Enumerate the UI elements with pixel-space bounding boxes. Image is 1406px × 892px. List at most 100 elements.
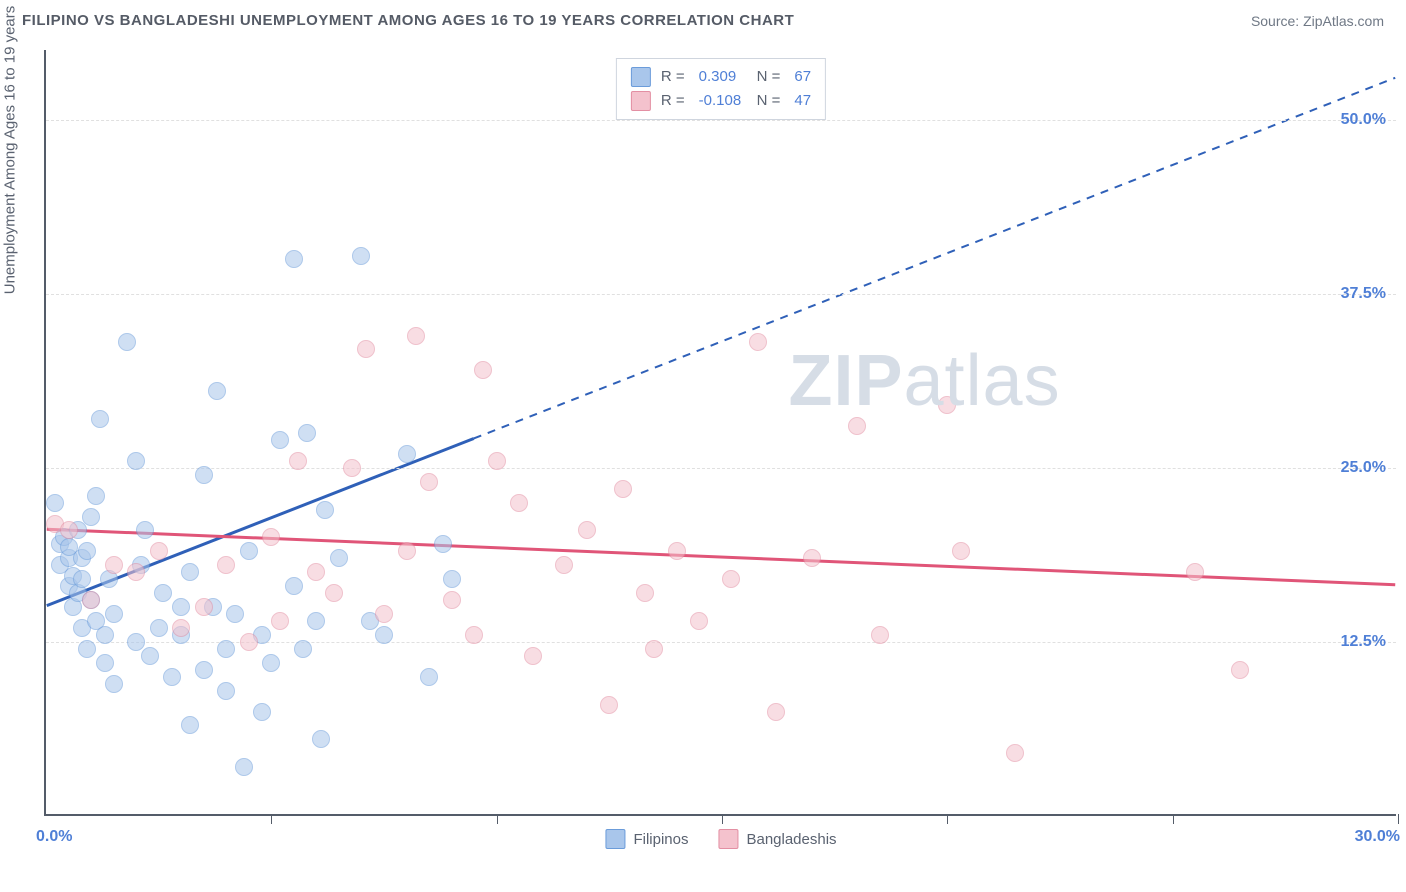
swatch-bangladeshis	[631, 91, 651, 111]
trend-lines	[46, 50, 1396, 814]
source-label: Source: ZipAtlas.com	[1251, 13, 1384, 29]
y-tick-label: 12.5%	[1341, 633, 1386, 651]
scatter-point	[443, 570, 461, 588]
trend-line-dashed	[474, 78, 1395, 439]
scatter-point	[357, 340, 375, 358]
scatter-point	[127, 452, 145, 470]
scatter-point	[285, 250, 303, 268]
scatter-point	[289, 452, 307, 470]
r-label: R =	[661, 89, 685, 113]
scatter-point	[105, 605, 123, 623]
scatter-point	[325, 584, 343, 602]
scatter-point	[645, 640, 663, 658]
scatter-point	[181, 716, 199, 734]
scatter-point	[240, 633, 258, 651]
scatter-point	[555, 556, 573, 574]
y-tick-label: 37.5%	[1341, 285, 1386, 303]
x-tick	[722, 814, 723, 824]
scatter-point	[91, 410, 109, 428]
scatter-point	[195, 661, 213, 679]
scatter-point	[96, 626, 114, 644]
r-label: R =	[661, 65, 685, 89]
scatter-point	[195, 598, 213, 616]
y-tick-label: 50.0%	[1341, 111, 1386, 129]
y-axis-title: Unemployment Among Ages 16 to 19 years	[2, 6, 19, 295]
scatter-point	[524, 647, 542, 665]
scatter-point	[510, 494, 528, 512]
scatter-point	[195, 466, 213, 484]
scatter-point	[668, 542, 686, 560]
scatter-point	[46, 494, 64, 512]
scatter-point	[163, 668, 181, 686]
scatter-point	[420, 473, 438, 491]
scatter-point	[952, 542, 970, 560]
scatter-point	[420, 668, 438, 686]
scatter-point	[443, 591, 461, 609]
scatter-point	[78, 542, 96, 560]
x-min-label: 0.0%	[36, 828, 72, 846]
scatter-point	[226, 605, 244, 623]
x-tick	[497, 814, 498, 824]
scatter-point	[154, 584, 172, 602]
y-tick-label: 25.0%	[1341, 459, 1386, 477]
scatter-point	[375, 605, 393, 623]
x-tick	[1398, 814, 1399, 824]
scatter-point	[352, 247, 370, 265]
scatter-point	[307, 563, 325, 581]
scatter-point	[172, 619, 190, 637]
scatter-point	[240, 542, 258, 560]
scatter-point	[150, 542, 168, 560]
scatter-point	[312, 730, 330, 748]
gridline-h	[46, 294, 1396, 295]
scatter-point	[208, 382, 226, 400]
scatter-point	[1186, 563, 1204, 581]
scatter-point	[871, 626, 889, 644]
scatter-point	[465, 626, 483, 644]
scatter-point	[105, 556, 123, 574]
scatter-point	[127, 633, 145, 651]
scatter-point	[294, 640, 312, 658]
scatter-point	[78, 640, 96, 658]
scatter-point	[285, 577, 303, 595]
chart-title: FILIPINO VS BANGLADESHI UNEMPLOYMENT AMO…	[22, 12, 794, 29]
scatter-point	[398, 445, 416, 463]
scatter-point	[722, 570, 740, 588]
scatter-point	[803, 549, 821, 567]
x-tick	[271, 814, 272, 824]
n-value: 67	[790, 65, 811, 89]
scatter-point	[343, 459, 361, 477]
scatter-point	[150, 619, 168, 637]
r-value: 0.309	[695, 65, 747, 89]
scatter-point	[398, 542, 416, 560]
scatter-point	[235, 758, 253, 776]
scatter-point	[474, 361, 492, 379]
scatter-point	[578, 521, 596, 539]
scatter-point	[271, 612, 289, 630]
legend-row-bangladeshis: R = -0.108 N = 47	[631, 89, 811, 113]
scatter-point	[141, 647, 159, 665]
scatter-point	[690, 612, 708, 630]
legend-correlation: R = 0.309 N = 67 R = -0.108 N = 47	[616, 58, 826, 120]
scatter-point	[600, 696, 618, 714]
scatter-point	[60, 521, 78, 539]
scatter-point	[636, 584, 654, 602]
scatter-point	[1231, 661, 1249, 679]
scatter-point	[375, 626, 393, 644]
x-max-label: 30.0%	[1355, 828, 1400, 846]
scatter-point	[136, 521, 154, 539]
legend-row-filipinos: R = 0.309 N = 67	[631, 65, 811, 89]
scatter-point	[271, 431, 289, 449]
x-tick	[1173, 814, 1174, 824]
scatter-point	[73, 570, 91, 588]
gridline-h	[46, 468, 1396, 469]
plot-area	[46, 50, 1396, 814]
scatter-point	[434, 535, 452, 553]
scatter-point	[848, 417, 866, 435]
scatter-point	[262, 654, 280, 672]
scatter-point	[262, 528, 280, 546]
scatter-point	[172, 598, 190, 616]
title-bar: FILIPINO VS BANGLADESHI UNEMPLOYMENT AMO…	[0, 0, 1406, 39]
scatter-point	[316, 501, 334, 519]
scatter-point	[938, 396, 956, 414]
plot-frame: ZIPatlas R = 0.309 N = 67 R = -0.108 N =…	[44, 50, 1396, 816]
